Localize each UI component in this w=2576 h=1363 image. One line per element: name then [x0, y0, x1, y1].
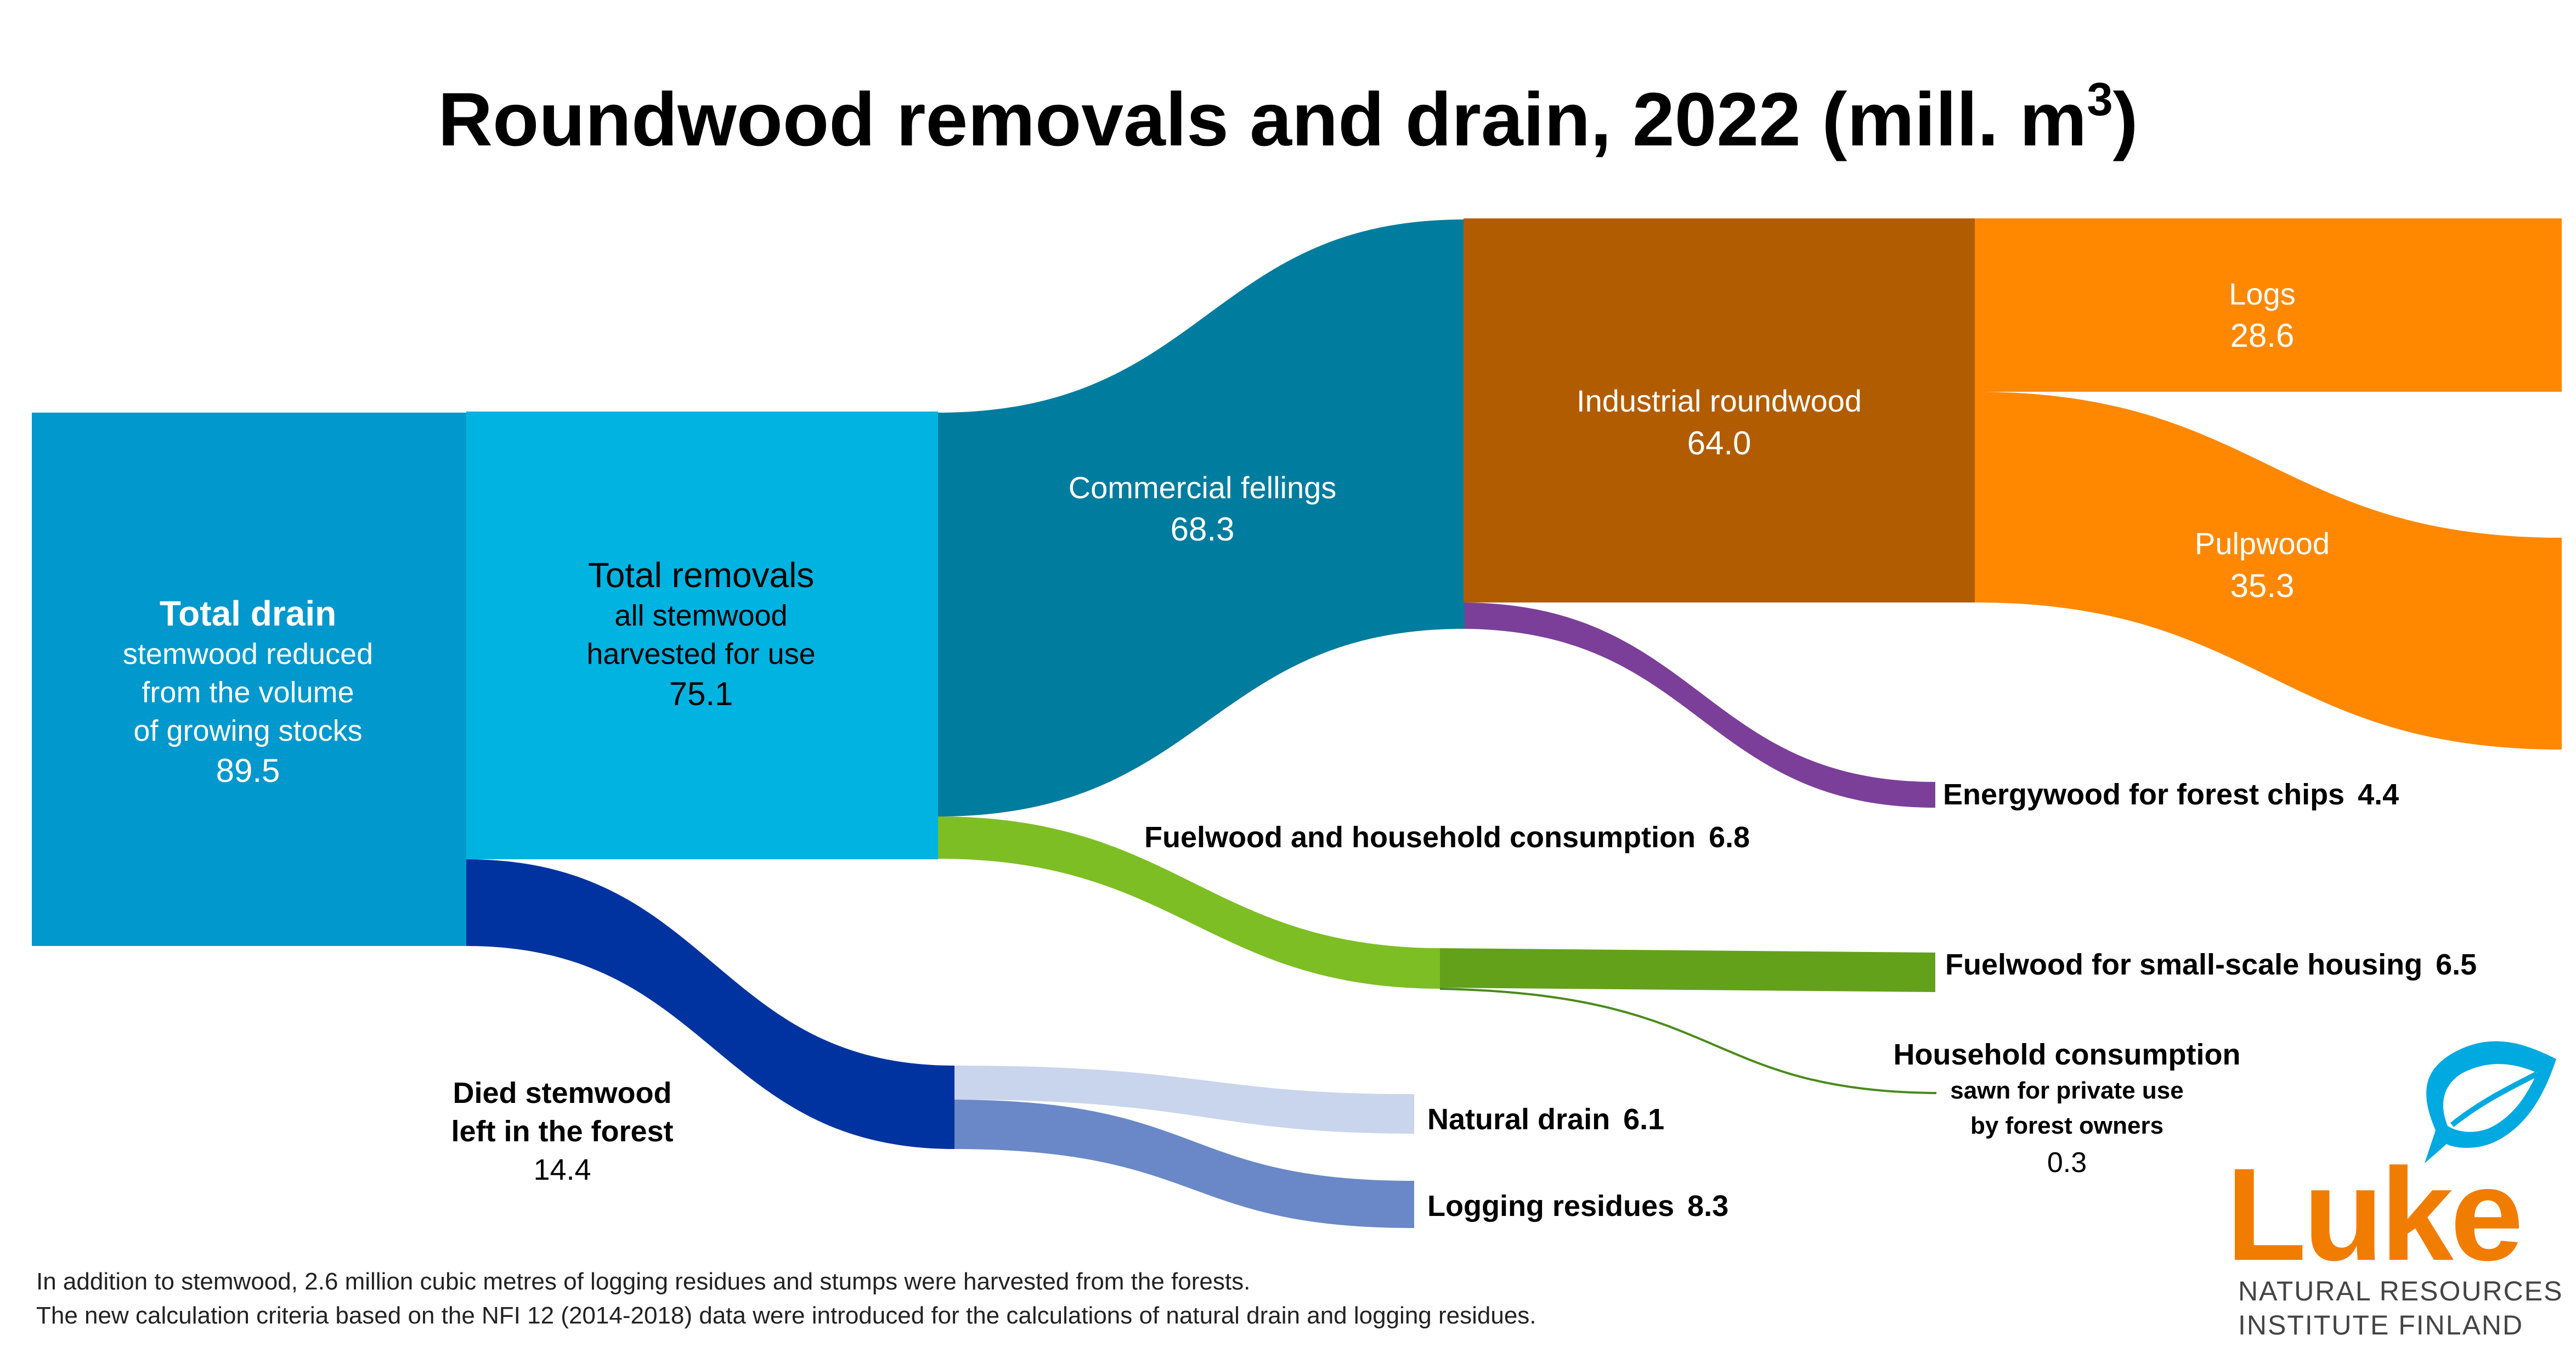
label-pulpwood: Pulpwood 35.3 — [2195, 526, 2330, 604]
logo-sub-line1: NATURAL RESOURCES — [2238, 1276, 2563, 1306]
logging-residues-label: Logging residues 8.3 — [1427, 1190, 1728, 1223]
logs-name: Logs — [2229, 277, 2295, 311]
flows — [466, 218, 2562, 1228]
flow-removals-to-fuelwood — [938, 816, 1443, 989]
total-drain-name: Total drain — [160, 594, 336, 633]
luke-logo: Luke NATURAL RESOURCES INSTITUTE FINLAND — [2226, 1041, 2563, 1341]
flow-industrial-to-pulpwood — [1975, 392, 2562, 750]
logging-residues-value: 8.3 — [1687, 1190, 1728, 1223]
commercial-fellings-value: 68.3 — [1171, 511, 1235, 548]
commercial-fellings-name: Commercial fellings — [1069, 470, 1337, 505]
label-energywood: Energywood for forest chips 4.4 — [1943, 778, 2399, 811]
title-suffix: ) — [2113, 77, 2138, 162]
household-consumption-line2: by forest owners — [1970, 1112, 2163, 1139]
natural-drain-value: 6.1 — [1623, 1103, 1664, 1136]
fuelwood-household-label: Fuelwood and household consumption 6.8 — [1144, 821, 1750, 854]
energywood-name: Energywood for forest chips — [1943, 778, 2345, 811]
flow-removals-to-commercial — [938, 219, 1465, 816]
total-drain-value: 89.5 — [216, 752, 280, 789]
died-stemwood-name: Died stemwood — [453, 1077, 671, 1109]
label-logs: Logs 28.6 — [2229, 277, 2295, 354]
label-industrial-roundwood: Industrial roundwood 64.0 — [1577, 384, 1862, 461]
industrial-roundwood-name: Industrial roundwood — [1577, 384, 1862, 418]
household-consumption-line1: sawn for private use — [1950, 1077, 2183, 1104]
logo-word: Luke — [2226, 1141, 2520, 1288]
fuelwood-household-name: Fuelwood and household consumption — [1144, 821, 1696, 854]
label-died-stemwood: Died stemwood left in the forest 14.4 — [451, 1077, 673, 1186]
total-removals-line1: all stemwood — [614, 599, 787, 632]
leaf-vein — [2450, 1071, 2539, 1127]
label-household-consumption: Household consumption sawn for private u… — [1894, 1038, 2241, 1179]
node-died-stemwood — [952, 1066, 954, 1149]
flow-drain-to-died — [466, 859, 954, 1149]
label-logging-residues: Logging residues 8.3 — [1427, 1190, 1728, 1223]
fuelwood-small-scale-label: Fuelwood for small-scale housing 6.5 — [1945, 948, 2477, 981]
total-removals-name: Total removals — [588, 555, 815, 595]
fuelwood-small-scale-name: Fuelwood for small-scale housing — [1945, 948, 2422, 981]
label-commercial-fellings: Commercial fellings 68.3 — [1069, 470, 1337, 548]
footnote-2: The new calculation criteria based on th… — [36, 1302, 1536, 1329]
label-total-removals: Total removals all stemwood harvested fo… — [586, 555, 815, 712]
household-consumption-name: Household consumption — [1894, 1038, 2241, 1071]
industrial-roundwood-value: 64.0 — [1687, 425, 1752, 461]
flow-fuelwood-to-household — [1439, 988, 1937, 1094]
node-total-removals — [466, 412, 938, 859]
flow-died-to-logging-residues — [952, 1100, 1414, 1228]
total-removals-line2: harvested for use — [586, 638, 815, 671]
diagram-title: Roundwood removals and drain, 2022 (mill… — [438, 74, 2138, 162]
pulpwood-name: Pulpwood — [2195, 526, 2330, 561]
energywood-label: Energywood for forest chips 4.4 — [1943, 778, 2399, 811]
total-removals-value: 75.1 — [669, 675, 733, 712]
node-industrial-roundwood — [1464, 218, 1975, 602]
flow-industrial-to-logs — [1975, 218, 2562, 392]
died-stemwood-line1: left in the forest — [451, 1115, 673, 1148]
fuelwood-household-value: 6.8 — [1709, 821, 1750, 854]
label-fuelwood-household: Fuelwood and household consumption 6.8 — [1144, 821, 1750, 854]
logs-value: 28.6 — [2230, 317, 2295, 354]
total-drain-line3: of growing stocks — [133, 714, 362, 747]
logo-sub-line2: INSTITUTE FINLAND — [2238, 1310, 2523, 1341]
natural-drain-label: Natural drain 6.1 — [1427, 1103, 1664, 1136]
label-natural-drain: Natural drain 6.1 — [1427, 1103, 1664, 1136]
total-drain-line2: from the volume — [142, 676, 354, 709]
label-total-drain: Total drain stemwood reduced from the vo… — [123, 594, 373, 789]
footnotes: In addition to stemwood, 2.6 million cub… — [36, 1268, 1536, 1329]
flow-fuelwood-to-small-scale — [1440, 948, 1935, 992]
logging-residues-name: Logging residues — [1427, 1190, 1674, 1223]
title-main: Roundwood removals and drain, 2022 (mill… — [438, 77, 2087, 162]
flow-commercial-to-energywood — [1460, 602, 1935, 808]
fuelwood-small-scale-value: 6.5 — [2436, 948, 2477, 981]
total-drain-line1: stemwood reduced — [123, 638, 373, 671]
node-total-drain — [32, 413, 466, 946]
died-stemwood-value: 14.4 — [533, 1153, 591, 1186]
energywood-value: 4.4 — [2358, 778, 2399, 811]
household-consumption-value: 0.3 — [2047, 1147, 2087, 1179]
natural-drain-name: Natural drain — [1427, 1103, 1610, 1136]
pulpwood-value: 35.3 — [2230, 567, 2295, 604]
label-fuelwood-small-scale: Fuelwood for small-scale housing 6.5 — [1945, 948, 2477, 981]
title-superscript: 3 — [2087, 74, 2112, 126]
footnote-1: In addition to stemwood, 2.6 million cub… — [36, 1268, 1250, 1295]
flow-died-to-natural-drain — [952, 1066, 1414, 1134]
leaf-speech-bubble-icon — [2425, 1041, 2556, 1163]
nodes — [32, 218, 1975, 1149]
